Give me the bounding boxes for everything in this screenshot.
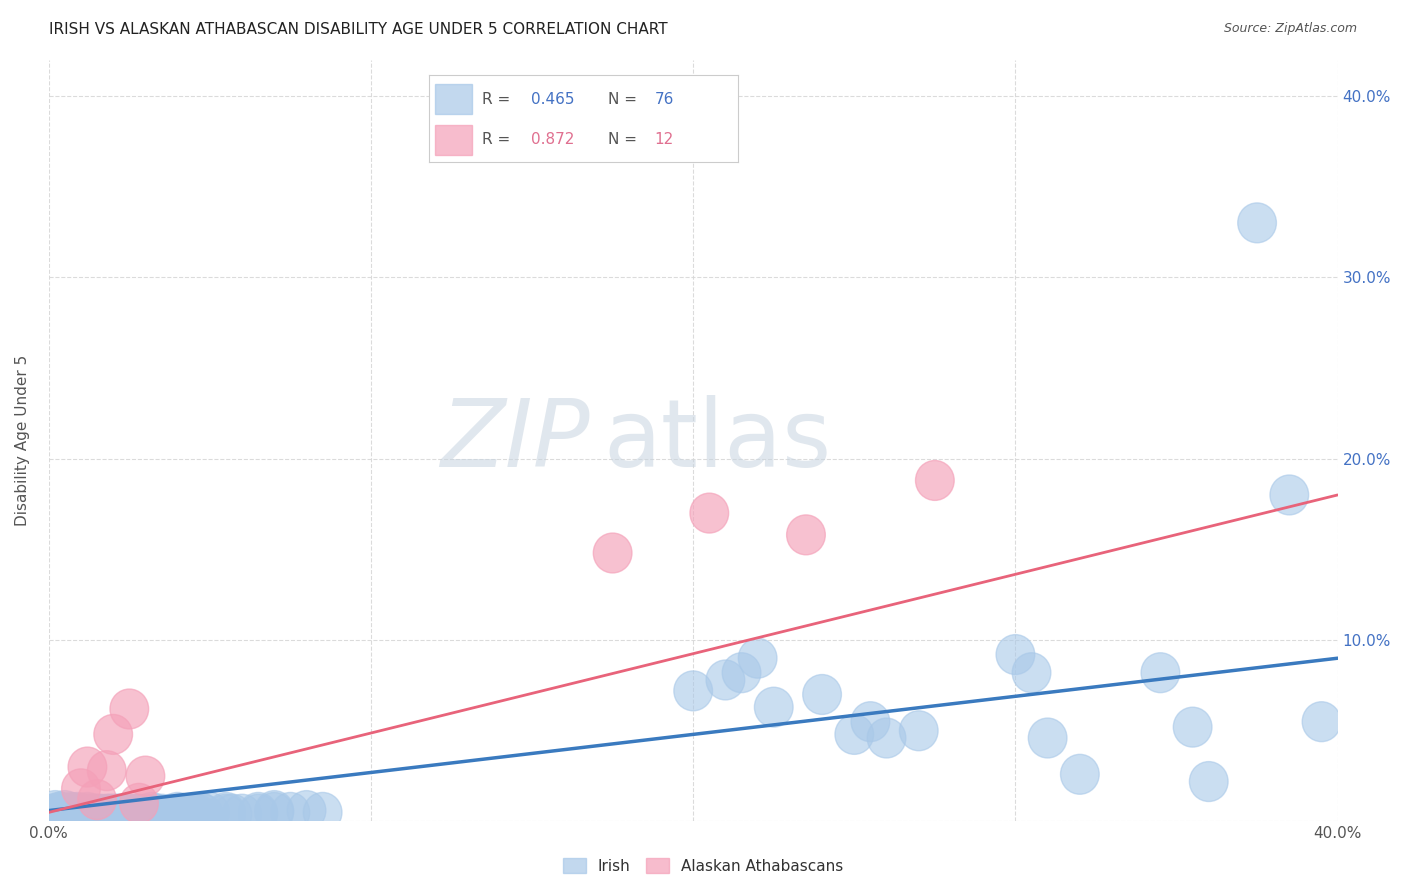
Legend: Irish, Alaskan Athabascans: Irish, Alaskan Athabascans (557, 852, 849, 880)
Text: ZIP: ZIP (440, 395, 591, 486)
Text: IRISH VS ALASKAN ATHABASCAN DISABILITY AGE UNDER 5 CORRELATION CHART: IRISH VS ALASKAN ATHABASCAN DISABILITY A… (49, 22, 668, 37)
Text: Source: ZipAtlas.com: Source: ZipAtlas.com (1223, 22, 1357, 36)
Text: atlas: atlas (603, 394, 831, 486)
Y-axis label: Disability Age Under 5: Disability Age Under 5 (15, 355, 30, 526)
